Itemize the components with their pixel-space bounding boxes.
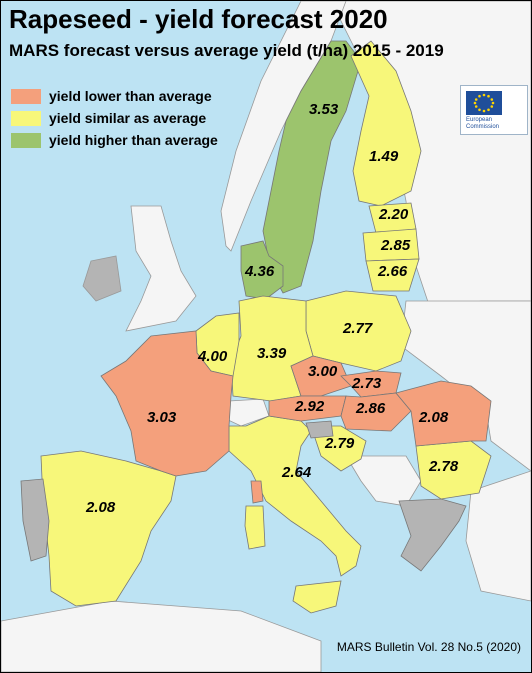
european-commission-logo: European Commission bbox=[460, 85, 528, 135]
logo-line1: European bbox=[466, 117, 493, 123]
value-czechia: 3.00 bbox=[308, 363, 338, 380]
logo-line2: Commission bbox=[466, 124, 500, 130]
source-note: MARS Bulletin Vol. 28 No.5 (2020) bbox=[336, 640, 521, 654]
land-norway bbox=[220, 1, 347, 252]
value-finland: 1.49 bbox=[369, 148, 399, 165]
region-sweden bbox=[262, 40, 362, 294]
region-lithuania bbox=[365, 258, 420, 292]
value-benelux: 4.00 bbox=[198, 348, 228, 365]
land-turkey bbox=[465, 470, 531, 602]
region-slovenia bbox=[305, 420, 334, 439]
land-balkans bbox=[345, 455, 422, 507]
land-ireland bbox=[82, 255, 122, 302]
legend-label-similar: yield similar as average bbox=[49, 110, 207, 126]
value-france: 3.03 bbox=[147, 409, 177, 426]
region-sicily bbox=[292, 580, 342, 614]
legend: yield lower than average yield similar a… bbox=[11, 86, 218, 152]
legend-swatch-similar bbox=[11, 110, 41, 126]
eu-flag-icon bbox=[466, 91, 502, 115]
value-sweden: 3.53 bbox=[309, 101, 339, 118]
value-italy: 2.64 bbox=[282, 464, 312, 481]
legend-swatch-lower bbox=[11, 88, 41, 104]
legend-item-lower: yield lower than average bbox=[11, 86, 218, 106]
legend-item-higher: yield higher than average bbox=[11, 130, 218, 150]
legend-item-similar: yield similar as average bbox=[11, 108, 218, 128]
map-title: Rapeseed - yield forecast 2020 bbox=[9, 4, 388, 34]
region-portugal bbox=[20, 478, 50, 562]
value-latvia: 2.85 bbox=[381, 237, 411, 254]
value-croatia: 2.79 bbox=[325, 435, 355, 452]
value-austria: 2.92 bbox=[295, 398, 325, 415]
region-finland bbox=[350, 40, 422, 207]
region-france bbox=[100, 330, 234, 477]
value-bulgaria: 2.78 bbox=[429, 458, 459, 475]
value-germany: 3.39 bbox=[257, 345, 287, 362]
region-greece bbox=[398, 498, 467, 572]
legend-swatch-higher bbox=[11, 132, 41, 148]
value-slovakia: 2.73 bbox=[352, 375, 382, 392]
region-corsica bbox=[250, 480, 264, 504]
land-uk bbox=[125, 205, 197, 332]
region-hungary bbox=[340, 392, 412, 432]
value-lithuania: 2.66 bbox=[378, 263, 408, 280]
value-hungary: 2.86 bbox=[356, 400, 386, 417]
region-croatia bbox=[310, 425, 367, 472]
value-denmark: 4.36 bbox=[245, 263, 275, 280]
legend-label-higher: yield higher than average bbox=[49, 132, 218, 148]
value-poland: 2.77 bbox=[343, 320, 373, 337]
value-estonia: 2.20 bbox=[379, 206, 409, 223]
region-spain bbox=[40, 450, 177, 607]
map-subtitle: MARS forecast versus average yield (t/ha… bbox=[9, 41, 444, 60]
value-romania: 2.08 bbox=[419, 409, 449, 426]
legend-label-lower: yield lower than average bbox=[49, 88, 212, 104]
region-romania bbox=[395, 380, 492, 447]
region-sardinia bbox=[244, 505, 266, 550]
value-spain: 2.08 bbox=[86, 499, 116, 516]
logo-text: European Commission bbox=[466, 117, 499, 131]
land-africa bbox=[1, 600, 322, 672]
region-denmark bbox=[240, 240, 284, 300]
